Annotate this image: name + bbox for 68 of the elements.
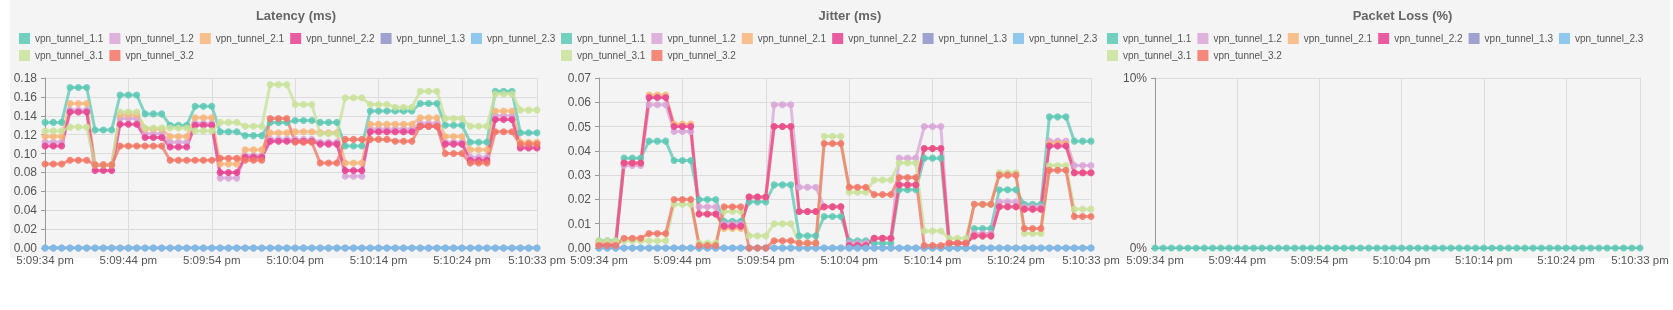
y-tick-label: 0.02 bbox=[13, 222, 38, 237]
legend-label: vpn_tunnel_3.2 bbox=[125, 50, 195, 61]
legend-label: vpn_tunnel_2.1 bbox=[757, 33, 827, 44]
chart-title: Packet Loss (%) bbox=[1352, 8, 1453, 23]
y-tick-label: 0.00 bbox=[13, 241, 38, 255]
x-tick-label: 5:10:33 pm bbox=[508, 254, 566, 266]
legend-label: vpn_tunnel_3.2 bbox=[667, 50, 737, 61]
legend-label: vpn_tunnel_1.3 bbox=[1484, 33, 1554, 44]
legend-label: vpn_tunnel_1.1 bbox=[35, 33, 104, 44]
y-tick-label: 0.04 bbox=[13, 203, 38, 218]
legend-label: vpn_tunnel_1.2 bbox=[1213, 33, 1283, 44]
legend-label: vpn_tunnel_2.3 bbox=[486, 33, 556, 44]
legend-label: vpn_tunnel_2.1 bbox=[215, 33, 285, 44]
legend-label: vpn_tunnel_1.3 bbox=[396, 33, 466, 44]
chart-title: Latency (ms) bbox=[255, 8, 337, 23]
y-tick-label: 0.05 bbox=[567, 119, 592, 134]
legend-label: vpn_tunnel_3.2 bbox=[1213, 50, 1283, 61]
x-tick-label: 5:10:33 pm bbox=[1062, 254, 1120, 266]
x-tick-label: 5:10:14 pm bbox=[903, 254, 962, 266]
x-tick-label: 5:10:24 pm bbox=[987, 254, 1045, 266]
y-tick-label: 10% bbox=[1122, 71, 1148, 85]
legend-label: vpn_tunnel_1.1 bbox=[1123, 33, 1192, 44]
legend-label: vpn_tunnel_3.1 bbox=[577, 50, 646, 61]
y-tick-label: 0.03 bbox=[567, 168, 592, 183]
x-tick-label: 5:10:14 pm bbox=[349, 254, 408, 266]
x-tick-label: 5:10:24 pm bbox=[433, 254, 491, 266]
y-tick-label: 0.10 bbox=[13, 146, 38, 161]
legend-label: vpn_tunnel_1.2 bbox=[667, 33, 737, 44]
x-tick-label: 5:09:34 pm bbox=[1126, 254, 1184, 266]
x-tick-label: 5:09:44 pm bbox=[99, 254, 158, 266]
legend-label: vpn_tunnel_1.2 bbox=[125, 33, 195, 44]
y-tick-label: 0.04 bbox=[567, 143, 592, 158]
x-tick-label: 5:10:04 pm bbox=[266, 254, 324, 266]
x-tick-label: 5:10:14 pm bbox=[1455, 254, 1513, 266]
y-tick-label: 0.06 bbox=[13, 184, 38, 199]
x-tick-label: 5:09:54 pm bbox=[183, 254, 241, 266]
y-tick-label: 0.01 bbox=[567, 216, 592, 231]
x-tick-label: 5:09:54 pm bbox=[1290, 254, 1349, 266]
legend-label: vpn_tunnel_1.1 bbox=[577, 33, 646, 44]
x-tick-label: 5:09:44 pm bbox=[1208, 254, 1266, 266]
x-tick-label: 5:10:33 pm bbox=[1611, 254, 1669, 266]
legend-label: vpn_tunnel_2.2 bbox=[848, 33, 918, 44]
y-tick-label: 0.14 bbox=[13, 108, 38, 123]
legend-label: vpn_tunnel_2.2 bbox=[306, 33, 376, 44]
x-tick-label: 5:09:34 pm bbox=[570, 254, 628, 266]
y-tick-label: 0.02 bbox=[567, 192, 592, 207]
x-tick-label: 5:10:04 pm bbox=[1372, 254, 1431, 266]
legend-label: vpn_tunnel_2.2 bbox=[1394, 33, 1464, 44]
legend-label: vpn_tunnel_3.1 bbox=[1123, 50, 1192, 61]
legend-label: vpn_tunnel_2.3 bbox=[1574, 33, 1644, 44]
y-tick-label: 0.07 bbox=[567, 71, 592, 85]
y-tick-label: 0.08 bbox=[13, 165, 38, 180]
legend-label: vpn_tunnel_1.3 bbox=[938, 33, 1008, 44]
chart-title: Jitter (ms) bbox=[818, 8, 882, 23]
legend-label: vpn_tunnel_2.1 bbox=[1303, 33, 1373, 44]
y-tick-label: 0.16 bbox=[13, 89, 38, 104]
x-tick-label: 5:09:44 pm bbox=[653, 254, 712, 266]
legend-label: vpn_tunnel_3.1 bbox=[35, 50, 104, 61]
y-tick-label: 0.18 bbox=[13, 71, 38, 85]
x-tick-label: 5:09:34 pm bbox=[16, 254, 74, 266]
y-tick-label: 0.06 bbox=[567, 95, 592, 110]
y-tick-label: 0.00 bbox=[567, 241, 592, 255]
x-tick-label: 5:10:04 pm bbox=[820, 254, 878, 266]
legend-label: vpn_tunnel_2.3 bbox=[1028, 33, 1098, 44]
y-tick-label: 0.12 bbox=[13, 127, 38, 142]
x-tick-label: 5:09:54 pm bbox=[737, 254, 795, 266]
y-tick-label: 0% bbox=[1129, 241, 1148, 255]
x-tick-label: 5:10:24 pm bbox=[1537, 254, 1595, 266]
